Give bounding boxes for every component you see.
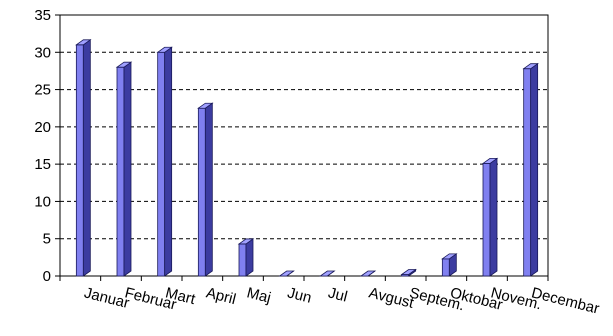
bars xyxy=(75,39,539,277)
y-tick-label: 10 xyxy=(34,193,51,210)
y-tick-label: 5 xyxy=(43,231,51,248)
gridlines xyxy=(60,14,548,240)
plot-area xyxy=(59,14,549,277)
bar xyxy=(481,157,499,277)
bar xyxy=(156,46,173,277)
x-tick-label: Maj xyxy=(245,284,273,306)
y-tick-label: 0 xyxy=(43,268,51,285)
bar xyxy=(522,62,539,277)
bar xyxy=(319,270,336,277)
bar xyxy=(359,270,377,277)
bar xyxy=(278,270,295,277)
x-tick-label: Jun xyxy=(286,284,314,306)
y-tick-label: 30 xyxy=(34,44,51,61)
x-tick-label: Mart xyxy=(164,284,198,308)
y-axis: 0 5 10 15 20 25 30 35 xyxy=(34,7,60,285)
x-tick-label: Decembar xyxy=(530,284,601,317)
bar xyxy=(75,39,92,277)
y-tick-label: 35 xyxy=(34,7,51,24)
x-tick-label: April xyxy=(204,284,237,308)
plot-border xyxy=(59,14,549,277)
bar xyxy=(400,268,417,277)
y-tick-label: 15 xyxy=(34,156,51,173)
bar xyxy=(441,253,458,277)
x-tick-label: Jul xyxy=(326,284,349,305)
bar xyxy=(115,61,133,277)
y-tick-label: 20 xyxy=(34,119,51,136)
y-tick-label: 25 xyxy=(34,82,51,99)
bar xyxy=(237,238,255,277)
bar xyxy=(197,102,214,277)
